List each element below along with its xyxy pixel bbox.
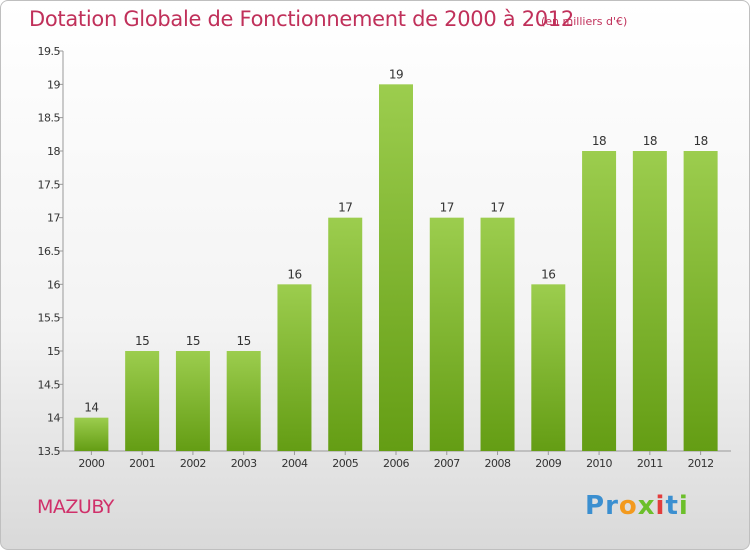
logo-letter: P [585,491,606,521]
logo-letter: r [605,491,619,521]
y-tick-label: 18 [47,145,60,158]
bar [531,284,566,451]
bar-value-label: 18 [592,134,606,148]
logo-letter: o [618,491,638,521]
commune-name: MAZUBY [37,496,114,518]
logo-letter: i [678,491,689,521]
x-tick-label: 2009 [535,457,561,470]
bar [632,151,667,451]
y-tick-label: 17 [47,212,60,225]
y-tick-label: 16.5 [38,245,61,258]
x-tick-label: 2010 [586,457,612,470]
logo-letter: t [665,491,679,521]
y-tick-label: 14 [47,412,60,425]
bar [683,151,718,451]
bars: 14 15 15 15 16 17 19 17 17 16 18 18 18 [74,67,718,451]
bar-value-label: 17 [440,201,454,215]
bar [480,217,515,451]
bar-value-label: 14 [84,401,98,415]
x-tick-label: 2007 [434,457,460,470]
logo-letter: x [637,491,656,521]
chart-title: Dotation Globale de Fonctionnement de 20… [29,7,574,31]
y-tick-label: 19.5 [38,45,61,58]
bar-value-label: 17 [338,201,352,215]
bar-value-label: 18 [693,134,707,148]
bar-value-label: 17 [490,201,504,215]
y-tick-label: 15.5 [38,312,61,325]
bar [125,351,160,451]
bar [328,217,363,451]
bar-value-label: 16 [541,267,555,281]
bar [277,284,312,451]
bar-value-label: 16 [287,267,301,281]
bar [74,417,109,451]
y-tick-label: 18.5 [38,112,61,125]
bar-value-label: 15 [186,334,200,348]
x-tick-label: 2004 [281,457,307,470]
x-tick-label: 2011 [637,457,663,470]
x-tick-label: 2005 [332,457,358,470]
x-tick-label: 2000 [78,457,104,470]
bar-value-label: 19 [389,67,403,81]
chart-unit: (en milliers d'€) [541,15,628,28]
y-tick-label: 16 [47,278,60,291]
y-tick-label: 13.5 [38,445,61,458]
bar [175,351,210,451]
y-tick-label: 19 [47,78,60,91]
y-tick-label: 17.5 [38,178,61,191]
y-tick-label: 15 [47,345,60,358]
y-axis: 13.5 14 14.5 15 15.5 16 16.5 17 17.5 18 18.5 19 19.5 [38,45,64,458]
bar [429,217,464,451]
x-tick-label: 2001 [129,457,155,470]
x-tick-label: 2006 [383,457,409,470]
x-tick-label: 2012 [688,457,714,470]
proxiti-logo: Proxiti [585,491,689,521]
bar [226,351,261,451]
bar-value-label: 18 [643,134,657,148]
bar-value-label: 15 [135,334,149,348]
bar-value-label: 15 [237,334,251,348]
x-tick-label: 2002 [180,457,206,470]
bar [582,151,617,451]
logo-letter: i [655,491,666,521]
x-tick-label: 2008 [485,457,511,470]
bar [379,84,413,451]
x-axis: 2000 2001 2002 2003 2004 2005 2006 2007 2008 2009… [63,450,731,470]
y-tick-label: 14.5 [38,378,61,391]
x-tick-label: 2003 [231,457,257,470]
